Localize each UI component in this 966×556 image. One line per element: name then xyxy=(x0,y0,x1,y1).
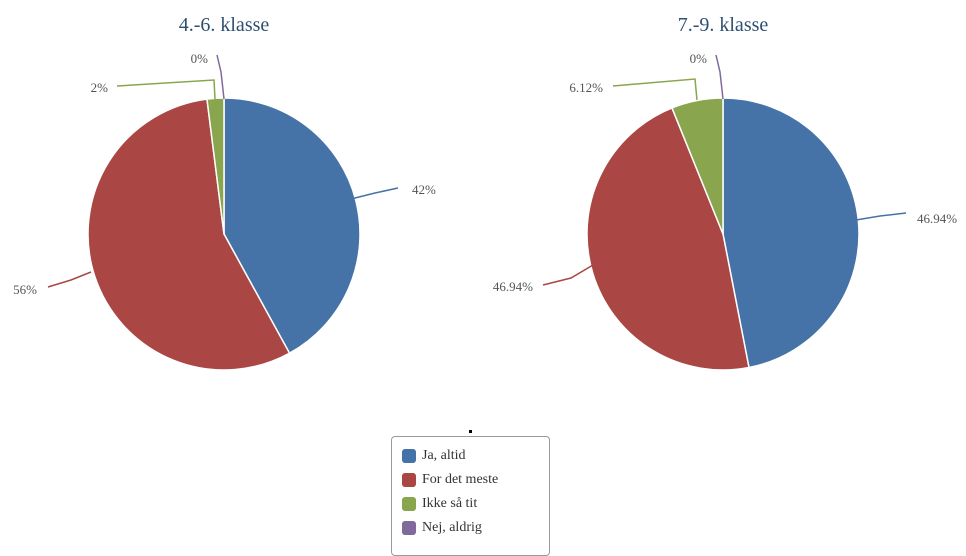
data-label: 46.94% xyxy=(917,211,957,226)
legend-swatch-green xyxy=(402,497,416,511)
legend-swatch-purple xyxy=(402,521,416,535)
legend-anchor-marker xyxy=(469,430,472,433)
data-label: 0% xyxy=(690,51,708,66)
label-connector xyxy=(116,79,216,100)
legend-label: Ikke så tit xyxy=(422,496,478,511)
legend-swatch-red xyxy=(402,473,416,487)
label-connector xyxy=(350,187,399,200)
legend-swatch-blue xyxy=(402,449,416,463)
label-connector xyxy=(612,78,698,101)
label-connector xyxy=(542,264,594,286)
data-label: 0% xyxy=(191,51,209,66)
chart-title: 7.-9. klasse xyxy=(678,14,769,36)
legend-label: For det meste xyxy=(422,472,499,487)
pie-slice-ja-altid[interactable] xyxy=(223,97,361,355)
data-label: 56% xyxy=(13,282,37,297)
legend-item-ikke-sa-tit[interactable]: Ikke så tit xyxy=(392,492,549,516)
data-label: 46.94% xyxy=(493,279,533,294)
pie-slice-for-det-meste[interactable] xyxy=(586,106,750,371)
legend-label: Nej, aldrig xyxy=(422,520,482,535)
data-label: 2% xyxy=(91,80,109,95)
legend-item-nej-aldrig[interactable]: Nej, aldrig xyxy=(392,516,549,540)
data-label: 42% xyxy=(412,182,436,197)
pie-chart-2: 7.-9. klasse 46.94% 46.94% 6.12% 0% xyxy=(493,14,957,371)
data-label: 6.12% xyxy=(569,80,603,95)
chart-title: 4.-6. klasse xyxy=(179,14,270,36)
chart-legend: Ja, altid For det meste Ikke så tit Nej,… xyxy=(391,436,550,556)
pie-slice-ja-altid[interactable] xyxy=(722,97,860,369)
legend-item-for-det-meste[interactable]: For det meste xyxy=(392,468,549,492)
label-connector xyxy=(47,271,92,288)
legend-item-ja-altid[interactable]: Ja, altid xyxy=(392,444,549,468)
label-connector xyxy=(715,54,724,100)
label-connector xyxy=(216,54,225,100)
pie-chart-1: 4.-6. klasse 42% 56% 2% 0% xyxy=(13,14,436,371)
label-connector xyxy=(855,212,907,221)
legend-label: Ja, altid xyxy=(422,448,466,463)
pie-slice-for-det-meste[interactable] xyxy=(87,98,291,371)
